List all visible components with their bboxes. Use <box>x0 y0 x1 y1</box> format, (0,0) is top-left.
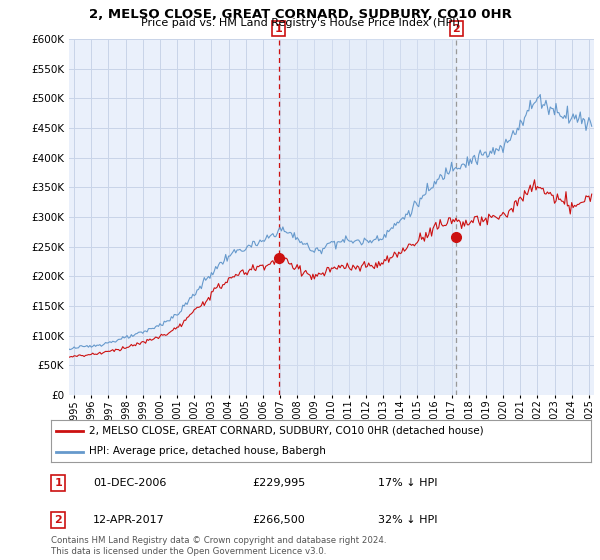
Text: £229,995: £229,995 <box>252 478 305 488</box>
Text: 1: 1 <box>275 24 283 34</box>
Text: Price paid vs. HM Land Registry's House Price Index (HPI): Price paid vs. HM Land Registry's House … <box>140 18 460 29</box>
Text: 1: 1 <box>55 478 62 488</box>
Bar <box>278 39 457 395</box>
Text: 01-DEC-2006: 01-DEC-2006 <box>93 478 166 488</box>
Text: HPI: Average price, detached house, Babergh: HPI: Average price, detached house, Babe… <box>89 446 326 456</box>
Text: 2, MELSO CLOSE, GREAT CORNARD, SUDBURY, CO10 0HR (detached house): 2, MELSO CLOSE, GREAT CORNARD, SUDBURY, … <box>89 426 484 436</box>
Text: 17% ↓ HPI: 17% ↓ HPI <box>378 478 437 488</box>
Text: 2: 2 <box>55 515 62 525</box>
Text: 32% ↓ HPI: 32% ↓ HPI <box>378 515 437 525</box>
Text: £266,500: £266,500 <box>252 515 305 525</box>
Text: 2, MELSO CLOSE, GREAT CORNARD, SUDBURY, CO10 0HR: 2, MELSO CLOSE, GREAT CORNARD, SUDBURY, … <box>89 8 511 21</box>
Text: 2: 2 <box>452 24 460 34</box>
Text: 12-APR-2017: 12-APR-2017 <box>93 515 165 525</box>
Text: Contains HM Land Registry data © Crown copyright and database right 2024.
This d: Contains HM Land Registry data © Crown c… <box>51 536 386 556</box>
